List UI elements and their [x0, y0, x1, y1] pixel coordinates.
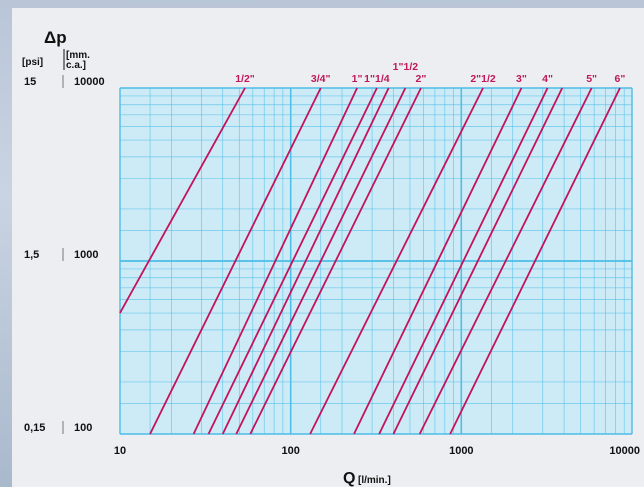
series-line: [221, 87, 390, 435]
series-label: 6": [615, 73, 626, 85]
y-tick-labels: 15 10000 1,5 1000 0,15 100: [24, 75, 105, 434]
series-label: 4": [542, 73, 553, 85]
series-label: 1/2": [235, 73, 255, 85]
series-line: [378, 87, 549, 435]
x-tick-label: 100: [281, 445, 299, 457]
series-line: [353, 87, 523, 435]
series-label: 2": [416, 73, 427, 85]
series-line: [149, 87, 322, 435]
series-line: [249, 87, 422, 435]
y-tick-psi: 15: [24, 76, 36, 88]
series-label: 1"1/4: [364, 73, 390, 85]
series-line: [207, 87, 378, 435]
y-axis-title: Δp: [44, 28, 67, 47]
series-line: [235, 87, 407, 435]
y-unit-psi: [psi]: [22, 57, 43, 68]
x-tick-labels: 10 100 1000 10000: [114, 445, 640, 457]
series-line: [449, 87, 621, 435]
y-unit-ca: c.a.]: [66, 60, 86, 71]
y-tick-mmca: 100: [74, 422, 92, 434]
x-axis-title: Q: [343, 470, 355, 487]
series-line: [192, 87, 358, 435]
series-label: 3/4": [311, 73, 331, 85]
grid: [119, 87, 633, 435]
x-tick-label: 10: [114, 445, 126, 457]
pressure-drop-chart: Δp [psi] [mm. c.a.] 15 10000 1,5 1000 0,15 10…: [22, 28, 640, 487]
x-tick-label: 1000: [449, 445, 473, 457]
series-line: [119, 87, 246, 314]
y-tick-psi: 1,5: [24, 249, 39, 261]
series-label: 1"1/2: [393, 61, 419, 73]
y-tick-psi: 0,15: [24, 422, 45, 434]
x-axis-unit: [l/min.]: [358, 475, 391, 486]
series-labels: 1/2" 3/4" 1" 1"1/41"1/22" 2"1/2 3" 4" 5" 6": [235, 61, 625, 85]
chart-panel: Δp [psi] [mm. c.a.] 15 10000 1,5 1000 0,15 10…: [12, 8, 644, 487]
series-line: [418, 87, 593, 435]
y-tick-mmca: 1000: [74, 249, 98, 261]
y-unit-mm: [mm.: [66, 50, 90, 61]
y-tick-mmca: 10000: [74, 76, 105, 88]
series-line: [392, 87, 564, 435]
series-label: 2"1/2: [470, 73, 496, 85]
series-lines: [119, 87, 621, 435]
series-label: 5": [586, 73, 597, 85]
series-label: 3": [516, 73, 527, 85]
series-label: 1": [352, 73, 363, 85]
x-tick-label: 10000: [609, 445, 640, 457]
series-line: [309, 87, 484, 435]
